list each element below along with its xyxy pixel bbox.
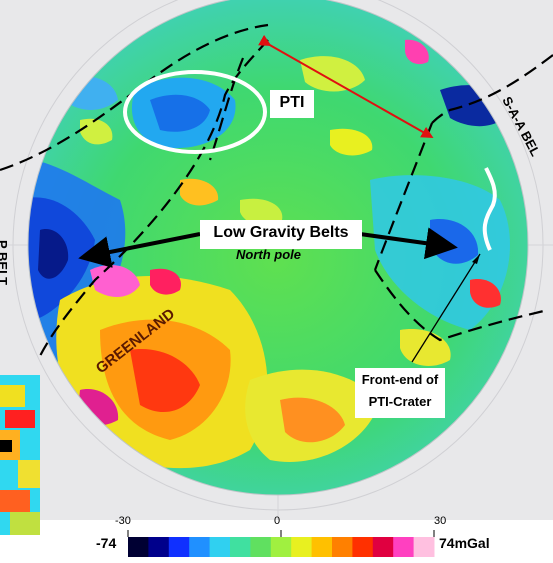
- left-belt-label: P BELT: [0, 240, 11, 286]
- front-end-pointer: [411, 253, 481, 363]
- colorbar-swatch: [189, 537, 211, 557]
- pti-label-box: [270, 90, 314, 118]
- inset-strip: [0, 375, 40, 535]
- front-end-curve: [482, 167, 497, 251]
- colorbar-tick-30: 30: [434, 515, 447, 527]
- colorbar: [127, 530, 435, 557]
- colorbar-max-label: 74mGal: [439, 535, 490, 551]
- colorbar-swatch: [148, 537, 170, 557]
- colorbar-tick-0: 0: [274, 515, 281, 527]
- north-pole-label: North pole: [236, 247, 301, 262]
- colorbar-swatch: [128, 537, 149, 557]
- colorbar-swatch: [291, 537, 313, 557]
- colorbar-swatch: [230, 537, 251, 557]
- colorbar-swatch: [393, 537, 415, 557]
- colorbar-swatch: [372, 537, 394, 557]
- colorbar-swatch: [168, 537, 190, 557]
- low-gravity-belts-label: Low Gravity Belts: [213, 224, 349, 241]
- colorbar-swatch: [250, 537, 272, 557]
- colorbar-tick-neg30: -30: [115, 515, 131, 527]
- colorbar-swatch: [270, 537, 292, 557]
- colorbar-swatch: [311, 537, 333, 557]
- red-distance-arrow: [258, 34, 434, 138]
- low-gravity-label-box: [200, 220, 362, 249]
- colorbar-min-label: -74: [96, 535, 117, 551]
- pti-label: PTI: [279, 94, 305, 111]
- colorbar-swatch: [413, 537, 435, 557]
- colorbar-swatch: [352, 537, 374, 557]
- front-end-label-line1: Front-end of: [361, 372, 439, 387]
- left-belt-arrow: [78, 232, 201, 268]
- colorbar-swatch: [332, 537, 353, 557]
- colorbar-swatch: [209, 537, 231, 557]
- front-end-label-line2: PTI-Crater: [368, 394, 432, 409]
- right-belt-arrow: [359, 227, 458, 260]
- front-end-label-box: [355, 368, 445, 418]
